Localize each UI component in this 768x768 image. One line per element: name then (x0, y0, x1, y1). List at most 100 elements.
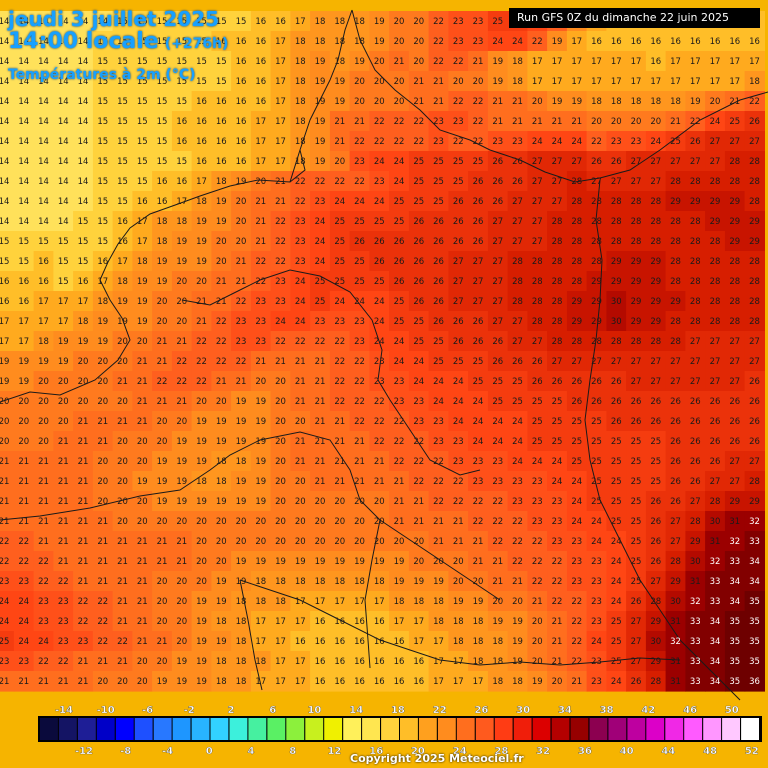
temperature-value: 18 (38, 337, 49, 347)
temperature-cell (744, 111, 765, 132)
temperature-cell (744, 51, 765, 72)
temperature-cell (33, 231, 54, 252)
title-block: jeudi 3 juillet 2025 14:00 locale (+276h)… (8, 8, 228, 84)
temperature-value: 29 (631, 257, 642, 267)
temperature-cell (724, 211, 746, 232)
temperature-cell (33, 111, 54, 132)
temperature-value: 24 (374, 297, 385, 307)
temperature-value: 20 (433, 557, 444, 567)
temperature-value: 32 (710, 557, 721, 567)
temperature-value: 18 (354, 577, 365, 587)
temperature-cell (191, 71, 212, 92)
legend-top-label: -14 (55, 705, 73, 716)
temperature-cell (665, 51, 686, 72)
temperature-value: 18 (78, 317, 89, 327)
temperature-value: 17 (611, 77, 622, 87)
legend-top-label: 38 (600, 705, 614, 716)
temperature-value: 22 (176, 357, 187, 367)
temperature-cell (53, 251, 74, 272)
temperature-cell (231, 131, 252, 152)
temperature-cell (211, 151, 232, 172)
temperature-value: 26 (749, 377, 760, 387)
temperature-value: 22 (473, 117, 484, 127)
temperature-value: 18 (334, 17, 345, 27)
temperature-value: 32 (749, 517, 760, 527)
temperature-cell (448, 11, 469, 32)
temperature-value: 29 (591, 277, 602, 287)
temperature-value: 16 (315, 617, 326, 627)
temperature-cell (132, 191, 153, 212)
temperature-cell (132, 291, 153, 312)
temperature-value: 25 (631, 457, 642, 467)
temperature-value: 23 (552, 497, 563, 507)
temperature-cell (527, 111, 548, 132)
temperature-value: 25 (729, 117, 740, 127)
temperature-value: 28 (552, 237, 563, 247)
temperature-value: 26 (591, 157, 602, 167)
temperature-value: 21 (38, 457, 49, 467)
temperature-cell (13, 251, 35, 272)
temperature-value: 22 (354, 377, 365, 387)
temperature-value: 27 (532, 237, 543, 247)
temperature-value: 22 (453, 97, 464, 107)
legend-swatch (722, 718, 740, 740)
temperature-value: 21 (275, 177, 286, 187)
temperature-value: 24 (571, 137, 582, 147)
temperature-value: 20 (117, 497, 128, 507)
temperature-value: 26 (611, 157, 622, 167)
temperature-value: 16 (176, 117, 187, 127)
temperature-value: 17 (473, 677, 484, 687)
temperature-value: 21 (0, 477, 9, 487)
temperature-value: 19 (315, 557, 326, 567)
temperature-value: 16 (236, 57, 247, 67)
temperature-value: 21 (334, 477, 345, 487)
temperature-value: 28 (650, 197, 661, 207)
temperature-value: 27 (453, 257, 464, 267)
temperature-value: 22 (473, 137, 484, 147)
temperature-cell (448, 291, 469, 312)
temperature-value: 21 (137, 617, 148, 627)
temperature-value: 28 (552, 277, 563, 287)
temperature-value: 28 (729, 257, 740, 267)
temperature-value: 21 (216, 277, 227, 287)
legend-bottom-label: -4 (162, 746, 173, 757)
temperature-value: 17 (552, 57, 563, 67)
temperature-cell (191, 131, 212, 152)
temperature-cell (389, 191, 410, 212)
temperature-cell (547, 151, 568, 172)
temperature-value: 22 (532, 577, 543, 587)
temperature-value: 25 (334, 217, 345, 227)
temperature-value: 26 (690, 477, 701, 487)
temperature-value: 14 (38, 157, 49, 167)
temperature-value: 23 (473, 37, 484, 47)
temperature-value: 27 (532, 197, 543, 207)
temperature-value: 19 (117, 297, 128, 307)
temperature-cell (408, 111, 430, 132)
temperature-value: 16 (334, 657, 345, 667)
temperature-value: 23 (433, 417, 444, 427)
temperature-value: 16 (670, 37, 681, 47)
temperature-value: 20 (354, 77, 365, 87)
temperature-value: 18 (236, 637, 247, 647)
temperature-cell (448, 31, 469, 52)
temperature-value: 20 (117, 457, 128, 467)
temperature-cell (270, 11, 291, 32)
temperature-value: 29 (631, 317, 642, 327)
temperature-value: 28 (650, 597, 661, 607)
copyright: Copyright 2025 Meteociel.fr (350, 752, 524, 765)
temperature-value: 21 (670, 117, 681, 127)
temperature-value: 21 (117, 557, 128, 567)
temperature-value: 15 (58, 257, 69, 267)
temperature-cell (329, 151, 351, 172)
temperature-value: 28 (611, 217, 622, 227)
temperature-value: 21 (58, 537, 69, 547)
temperature-cell (626, 91, 647, 112)
temperature-value: 28 (552, 317, 563, 327)
temperature-value: 17 (275, 57, 286, 67)
temperature-cell (468, 71, 489, 92)
temperature-cell (468, 271, 489, 292)
temperature-value: 21 (78, 537, 89, 547)
temperature-value: 15 (0, 237, 9, 247)
temperature-value: 19 (512, 617, 523, 627)
temperature-cell (389, 231, 410, 252)
